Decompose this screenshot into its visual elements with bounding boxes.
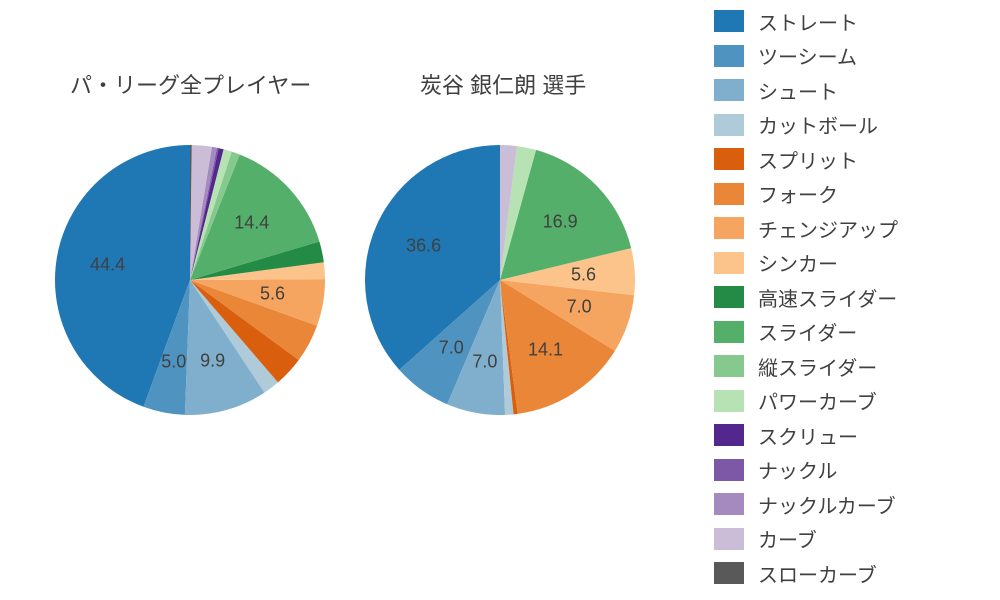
legend-swatch <box>714 217 744 239</box>
pie-label: 7.0 <box>567 297 592 318</box>
legend-label: スライダー <box>758 317 857 346</box>
legend-swatch <box>714 183 744 205</box>
pie-label: 7.0 <box>472 352 497 373</box>
legend-label: フォーク <box>758 179 838 208</box>
legend-item: シンカー <box>714 246 994 281</box>
legend-item: パワーカーブ <box>714 384 994 419</box>
legend-swatch <box>714 10 744 32</box>
legend-swatch <box>714 562 744 584</box>
legend-item: スライダー <box>714 315 994 350</box>
legend-item: 縦スライダー <box>714 349 994 384</box>
pie-label: 9.9 <box>200 350 225 371</box>
legend-swatch <box>714 286 744 308</box>
pie-label: 14.4 <box>234 213 269 234</box>
legend-label: チェンジアップ <box>758 214 898 243</box>
legend-swatch <box>714 528 744 550</box>
legend-item: ナックルカーブ <box>714 487 994 522</box>
chart2-title: 炭谷 銀仁朗 選手 <box>420 68 586 100</box>
legend-swatch <box>714 45 744 67</box>
legend-swatch <box>714 252 744 274</box>
legend-label: シュート <box>758 76 838 105</box>
pie-label: 36.6 <box>406 235 441 256</box>
legend-label: ナックルカーブ <box>758 490 896 519</box>
legend-item: カットボール <box>714 108 994 143</box>
legend-swatch <box>714 148 744 170</box>
chart1-title: パ・リーグ全プレイヤー <box>70 68 311 100</box>
legend-item: スクリュー <box>714 418 994 453</box>
legend-label: カットボール <box>758 110 878 139</box>
stage: パ・リーグ全プレイヤー 炭谷 銀仁朗 選手 44.45.09.95.614.4 … <box>0 0 1000 600</box>
legend-label: スプリット <box>758 145 858 174</box>
legend-item: スローカーブ <box>714 556 994 591</box>
pie-label: 44.4 <box>90 255 125 276</box>
pie-label: 14.1 <box>528 340 563 361</box>
legend-label: ストレート <box>758 7 858 36</box>
legend-item: ストレート <box>714 4 994 39</box>
legend-label: ツーシーム <box>758 41 857 70</box>
legend-item: ツーシーム <box>714 39 994 74</box>
pie-label: 5.6 <box>260 284 285 305</box>
legend-label: スローカーブ <box>758 559 877 588</box>
legend-item: カーブ <box>714 522 994 557</box>
chart2-pie: 36.6 7.0 7.0 14.1 7.0 5.6 16.9 <box>365 145 635 415</box>
legend-label: カーブ <box>758 524 817 553</box>
legend-item: シュート <box>714 73 994 108</box>
legend-label: 高速スライダー <box>758 283 897 312</box>
pie-label: 16.9 <box>543 211 578 232</box>
legend-swatch <box>714 493 744 515</box>
pie-label: 7.0 <box>439 338 464 359</box>
legend-item: フォーク <box>714 177 994 212</box>
legend-swatch <box>714 79 744 101</box>
chart1-pie: 44.4 5.0 9.9 5.6 14.4 <box>55 145 325 415</box>
legend-swatch <box>714 321 744 343</box>
pie-label: 5.0 <box>161 352 186 373</box>
legend-swatch <box>714 459 744 481</box>
legend-item: チェンジアップ <box>714 211 994 246</box>
pie-label: 5.6 <box>571 264 596 285</box>
legend: ストレートツーシームシュートカットボールスプリットフォークチェンジアップシンカー… <box>714 4 994 591</box>
legend-item: ナックル <box>714 453 994 488</box>
legend-swatch <box>714 424 744 446</box>
legend-item: スプリット <box>714 142 994 177</box>
legend-label: シンカー <box>758 248 838 277</box>
legend-swatch <box>714 355 744 377</box>
legend-swatch <box>714 114 744 136</box>
legend-label: スクリュー <box>758 421 858 450</box>
legend-label: ナックル <box>758 455 837 484</box>
legend-label: パワーカーブ <box>758 386 877 415</box>
legend-swatch <box>714 390 744 412</box>
legend-label: 縦スライダー <box>758 352 877 381</box>
legend-item: 高速スライダー <box>714 280 994 315</box>
